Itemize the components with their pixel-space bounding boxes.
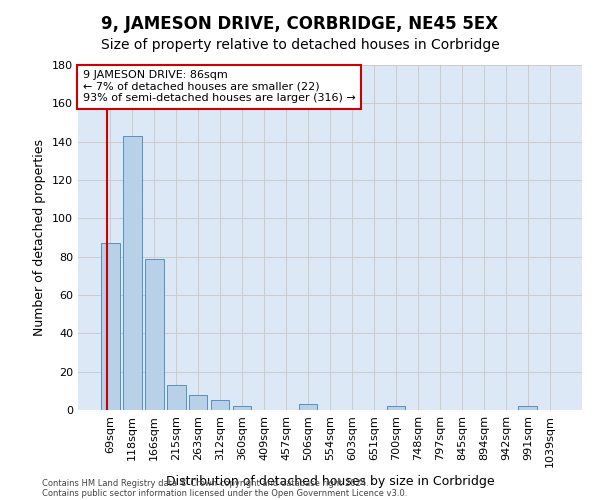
Text: Contains public sector information licensed under the Open Government Licence v3: Contains public sector information licen… <box>42 488 407 498</box>
Bar <box>145 258 164 410</box>
Bar <box>518 406 537 410</box>
X-axis label: Distribution of detached houses by size in Corbridge: Distribution of detached houses by size … <box>166 475 494 488</box>
Text: 9, JAMESON DRIVE, CORBRIDGE, NE45 5EX: 9, JAMESON DRIVE, CORBRIDGE, NE45 5EX <box>101 15 499 33</box>
Bar <box>299 404 317 410</box>
Bar <box>101 244 119 410</box>
Bar <box>167 385 185 410</box>
Bar <box>233 406 251 410</box>
Y-axis label: Number of detached properties: Number of detached properties <box>34 139 46 336</box>
Text: 9 JAMESON DRIVE: 86sqm
← 7% of detached houses are smaller (22)
93% of semi-deta: 9 JAMESON DRIVE: 86sqm ← 7% of detached … <box>83 70 356 103</box>
Bar <box>211 400 229 410</box>
Text: Size of property relative to detached houses in Corbridge: Size of property relative to detached ho… <box>101 38 499 52</box>
Bar <box>386 406 405 410</box>
Bar <box>123 136 142 410</box>
Text: Contains HM Land Registry data © Crown copyright and database right 2024.: Contains HM Land Registry data © Crown c… <box>42 478 368 488</box>
Bar <box>189 394 208 410</box>
